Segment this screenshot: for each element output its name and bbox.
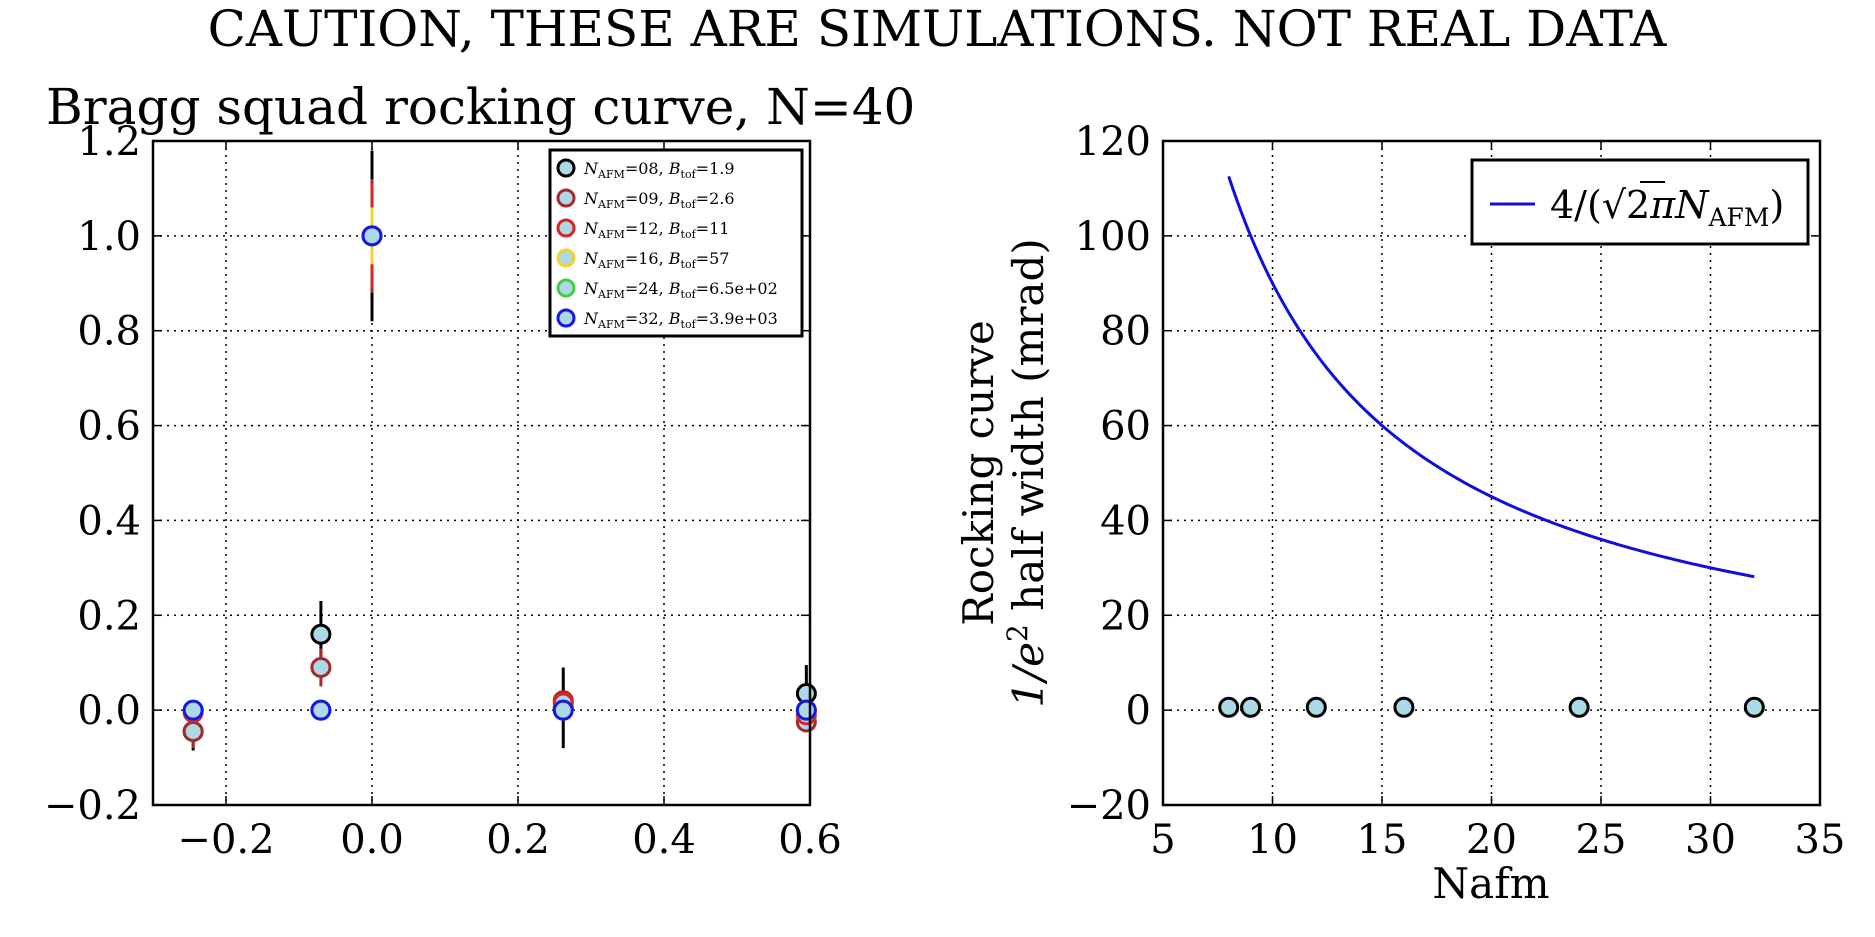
panel1-y-tick-label: 0.8 [77, 309, 141, 355]
panel2-axes-frame [1161, 139, 1822, 807]
panel1-x-tick-label: 0.6 [778, 817, 842, 863]
legend-entry-label: NAFM=09, Btof=2.6 [583, 189, 735, 211]
data-point-marker [182, 699, 204, 721]
legend-entry-label: NAFM=32, Btof=3.9e+03 [583, 309, 778, 331]
panel2-y-tick-label: 100 [1075, 214, 1151, 260]
panel1-legend-box [548, 148, 804, 338]
legend-marker [556, 278, 576, 298]
legend-entry-label: NAFM=24, Btof=6.5e+02 [583, 279, 778, 301]
panel2-ylabel-line1: Rocking curve [954, 320, 1003, 626]
rocking-curve-panel: Bragg squad rocking curve, N=40 −0.2 0.0 0… [44, 78, 915, 863]
halfwidth-marker [1305, 696, 1327, 718]
legend-marker [556, 248, 576, 268]
panel2-y-tick-label: 80 [1100, 309, 1151, 355]
legend-marker [556, 218, 576, 238]
panel1-axes-frame [151, 139, 812, 807]
data-point-marker [182, 720, 204, 742]
panel1-series [182, 150, 817, 751]
panel1-x-tick-label: 0.0 [340, 817, 404, 863]
halfwidth-marker [1568, 696, 1590, 718]
panel2-legend-label: 4/(√2πNAFM) [1550, 183, 1784, 232]
panel2-y-tick-label: 0 [1126, 688, 1151, 734]
legend-entry-label: NAFM=16, Btof=57 [583, 249, 729, 271]
legend-marker [556, 308, 576, 328]
halfwidth-marker [1393, 696, 1415, 718]
panel1-y-tick-label: 0.4 [77, 498, 141, 544]
panel2-x-tick-label: 10 [1247, 817, 1298, 863]
panel2-y-tick-label: 40 [1100, 498, 1151, 544]
panel2-y-tick-label: 60 [1100, 404, 1151, 450]
figure-suptitle: CAUTION, THESE ARE SIMULATIONS. NOT REAL… [208, 0, 1668, 58]
panel2-x-tick-label: 5 [1150, 817, 1175, 863]
panel2-legend: 4/(√2πNAFM) [1470, 158, 1810, 246]
panel1-y-tick-label: 0.6 [77, 404, 141, 450]
panel2-x-axis-label: Nafm [1432, 859, 1549, 908]
panel2-y-tick-label: 120 [1075, 119, 1151, 165]
data-point-marker [310, 623, 332, 645]
panel1-x-tick-label: 0.4 [632, 817, 696, 863]
panel2-x-tick-label: 35 [1795, 817, 1846, 863]
data-point-marker [552, 699, 574, 721]
panel1-y-tick-label: 1.2 [77, 119, 141, 165]
data-point-marker [361, 225, 383, 247]
panel1-y-tick-label: 0.2 [77, 593, 141, 639]
data-point-marker [310, 656, 332, 678]
data-point-marker [310, 699, 332, 721]
legend-marker [556, 188, 576, 208]
panel1-ticks: −0.2 0.0 0.2 0.4 0.6 −0.2 0.0 0.2 0.4 0.6 0.8 1.0 1.… [44, 119, 842, 863]
panel1-y-tick-label: 0.0 [77, 688, 141, 734]
halfwidth-panel: 5 10 15 20 25 30 35 −20 0 20 40 60 80 100 120 Nafm Roc… [954, 119, 1845, 908]
legend-entry-label: NAFM=08, Btof=1.9 [583, 159, 735, 181]
panel2-x-tick-label: 25 [1576, 817, 1627, 863]
panel2-ticks: 5 10 15 20 25 30 35 −20 0 20 40 60 80 100 120 [1067, 119, 1846, 863]
panel2-x-tick-label: 20 [1466, 817, 1517, 863]
panel1-title: Bragg squad rocking curve, N=40 [46, 78, 915, 136]
theory-curve-line [1227, 175, 1755, 579]
panel1-x-tick-label: 0.2 [486, 817, 550, 863]
halfwidth-marker [1240, 696, 1262, 718]
panel2-series [1218, 175, 1765, 718]
panel1-legend: NAFM=08, Btof=1.9 NAFM=09, Btof=2.6 NAFM=1… [548, 148, 804, 338]
panel2-x-tick-label: 30 [1685, 817, 1736, 863]
panel2-y-tick-label: −20 [1067, 783, 1151, 829]
panel1-x-tick-label: −0.2 [177, 817, 274, 863]
panel2-ylabel-line2: 1/e2 half width (mrad) [1001, 238, 1053, 707]
legend-entry-label: NAFM=12, Btof=11 [583, 219, 729, 241]
panel2-y-axis-label: Rocking curve 1/e2 half width (mrad) [954, 238, 1053, 707]
panel2-legend-box [1470, 158, 1810, 246]
halfwidth-marker [1218, 696, 1240, 718]
panel2-y-tick-label: 20 [1100, 593, 1151, 639]
data-point-marker [795, 699, 817, 721]
panel1-y-tick-label: 1.0 [77, 214, 141, 260]
legend-marker [556, 158, 576, 178]
panel2-x-tick-label: 15 [1357, 817, 1408, 863]
halfwidth-marker [1743, 696, 1765, 718]
panel1-y-tick-label: −0.2 [44, 783, 141, 829]
